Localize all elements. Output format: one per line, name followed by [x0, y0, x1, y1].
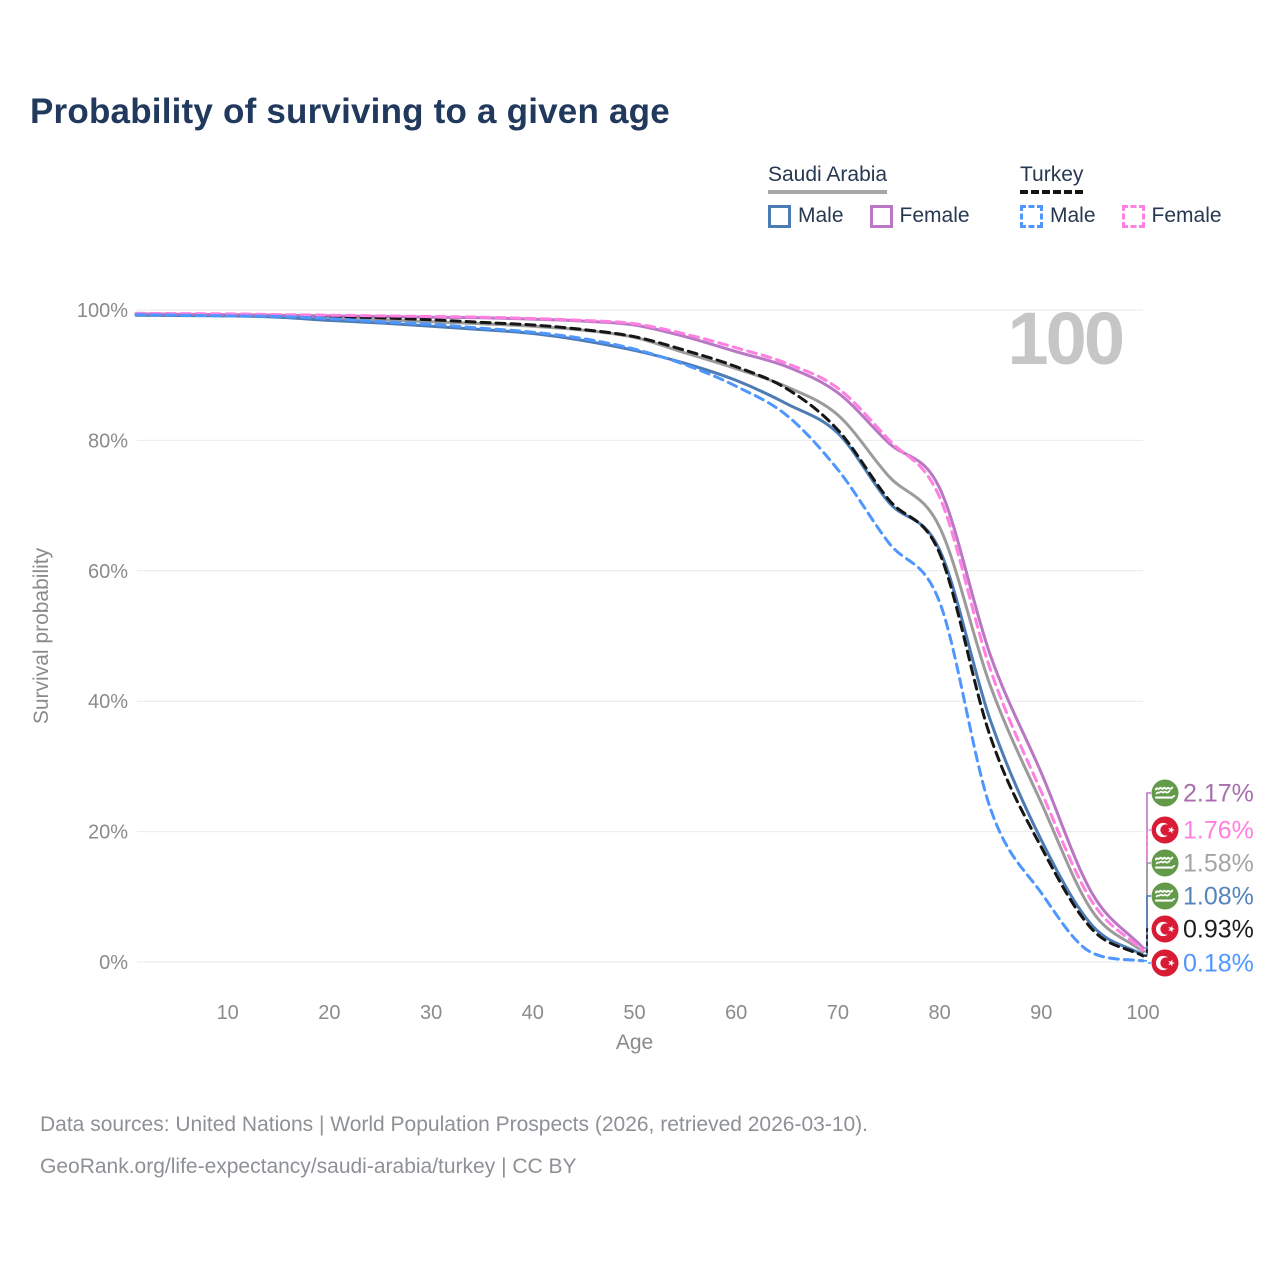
legend-label-turkey-female: Female — [1151, 204, 1222, 227]
leader-tr-male — [1143, 960, 1151, 964]
y-tick-80: 80% — [88, 430, 128, 452]
curve-sa-male — [134, 313, 1145, 957]
turkey-female-swatch — [1121, 204, 1145, 228]
x-tick-60: 60 — [725, 1002, 747, 1024]
end-label-sa-female: 2.17% — [1183, 780, 1254, 808]
legend-country-turkey: Turkey — [1020, 163, 1084, 194]
x-axis-label: Age — [616, 1031, 653, 1054]
x-tick-100: 100 — [1126, 1002, 1159, 1024]
end-label-tr-female: 1.76% — [1183, 817, 1254, 845]
legend-label-saudi-female: Female — [899, 204, 970, 227]
x-tick-30: 30 — [420, 1002, 442, 1024]
turkey-male-swatch — [1020, 204, 1043, 228]
footer-attribution: GeoRank.org/life-expectancy/saudi-arabia… — [40, 1155, 577, 1178]
chart-legend: Saudi Arabia Male Female Turkey Male — [0, 0, 1280, 250]
legend-item-saudi-female[interactable]: Female — [869, 204, 970, 228]
x-tick-50: 50 — [623, 1002, 645, 1024]
x-tick-10: 10 — [217, 1002, 239, 1024]
x-tick-80: 80 — [928, 1002, 950, 1024]
saudi-male-swatch — [768, 204, 791, 228]
legend-item-saudi-male[interactable]: Male — [768, 204, 844, 228]
y-tick-0: 0% — [99, 952, 128, 974]
curve-sa-female — [134, 312, 1145, 950]
end-label-tr-total: 0.93% — [1183, 916, 1254, 944]
legend-row-saudi-arabia: Male Female — [768, 204, 970, 228]
leader-tr-total — [1143, 928, 1151, 957]
x-tick-40: 40 — [522, 1002, 544, 1024]
chart-footer: Data sources: United Nations | World Pop… — [40, 1104, 868, 1188]
end-label-sa-male: 1.08% — [1183, 883, 1254, 911]
flag-turkey-icon — [1151, 915, 1179, 943]
y-tick-60: 60% — [88, 561, 128, 583]
saudi-female-swatch — [869, 204, 893, 228]
leader-sa-male — [1143, 895, 1151, 956]
x-tick-90: 90 — [1030, 1002, 1052, 1024]
age-watermark: 100 — [1008, 297, 1123, 380]
flag-turkey-icon — [1151, 949, 1179, 977]
curve-tr-male — [134, 313, 1145, 963]
legend-item-turkey-male[interactable]: Male — [1020, 204, 1096, 228]
curve-tr-female — [134, 311, 1145, 952]
x-tick-20: 20 — [318, 1002, 340, 1024]
x-tick-70: 70 — [827, 1002, 849, 1024]
curve-sa-total — [134, 313, 1145, 954]
y-axis-label: Survival probability — [30, 547, 53, 724]
curve-tr-total — [134, 312, 1145, 958]
page-title: Probability of surviving to a given age — [30, 92, 670, 131]
legend-label-saudi-male: Male — [798, 204, 844, 227]
flag-turkey-icon — [1151, 816, 1179, 844]
legend-row-turkey: Male Female — [1020, 204, 1222, 228]
end-label-sa-total: 1.58% — [1183, 850, 1254, 878]
legend-country-saudi-arabia: Saudi Arabia — [768, 163, 888, 194]
flag-saudi-arabia-icon — [1151, 849, 1179, 877]
y-tick-40: 40% — [88, 691, 128, 713]
flag-saudi-arabia-icon — [1151, 882, 1179, 910]
legend-item-turkey-female[interactable]: Female — [1121, 204, 1222, 228]
legend-group-turkey: Turkey Male Female — [1020, 163, 1222, 228]
end-label-tr-male: 0.18% — [1183, 950, 1254, 978]
flag-saudi-arabia-icon — [1151, 779, 1179, 807]
y-tick-100: 100% — [77, 300, 128, 322]
legend-group-saudi-arabia: Saudi Arabia Male Female — [768, 163, 970, 228]
y-tick-20: 20% — [88, 822, 128, 844]
footer-data-sources: Data sources: United Nations | World Pop… — [40, 1113, 869, 1136]
legend-label-turkey-male: Male — [1050, 204, 1096, 227]
